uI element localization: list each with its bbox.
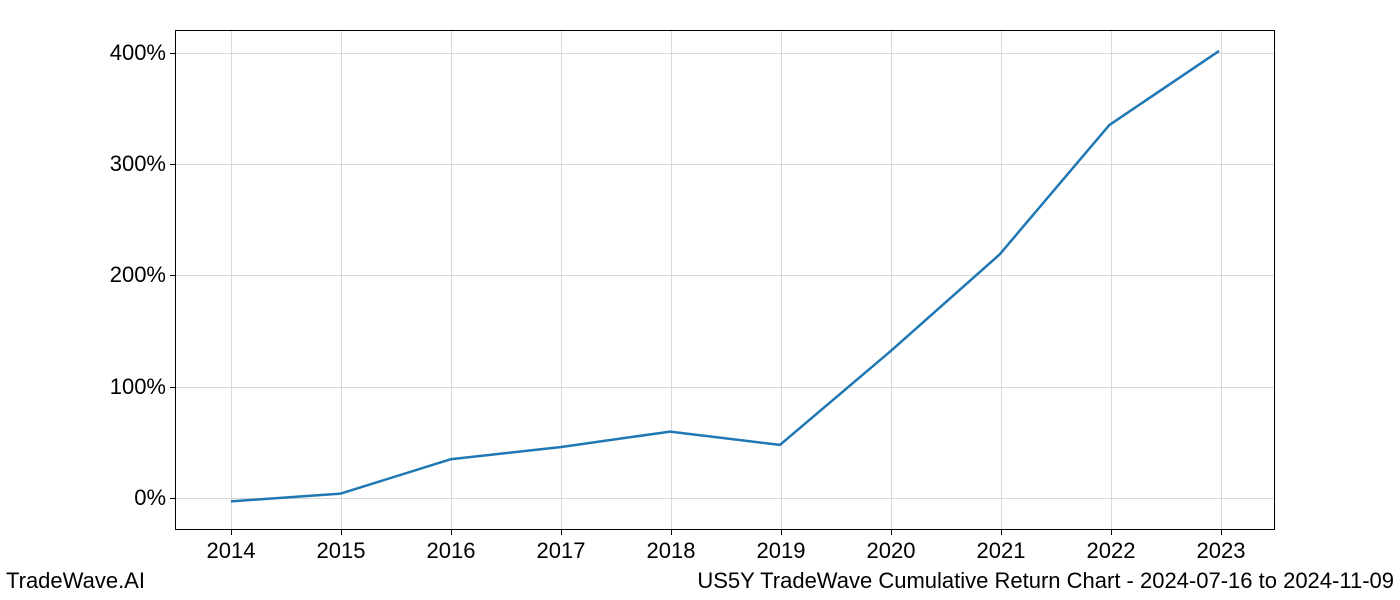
x-tick-label: 2019 [757, 538, 806, 564]
x-tick-label: 2014 [207, 538, 256, 564]
footer-left-text: TradeWave.AI [6, 568, 145, 594]
x-tick [561, 529, 562, 535]
x-tick-label: 2016 [427, 538, 476, 564]
x-tick [1221, 529, 1222, 535]
y-tick-label: 300% [96, 151, 166, 177]
y-tick-label: 200% [96, 262, 166, 288]
x-tick [671, 529, 672, 535]
x-tick [891, 529, 892, 535]
x-tick-label: 2018 [647, 538, 696, 564]
chart-line-svg [176, 31, 1274, 529]
x-tick [781, 529, 782, 535]
x-tick-label: 2021 [977, 538, 1026, 564]
x-tick-label: 2017 [537, 538, 586, 564]
x-tick [451, 529, 452, 535]
y-tick-label: 100% [96, 374, 166, 400]
y-tick-label: 400% [96, 40, 166, 66]
x-tick [341, 529, 342, 535]
x-tick [1111, 529, 1112, 535]
x-tick-label: 2020 [867, 538, 916, 564]
x-tick-label: 2023 [1197, 538, 1246, 564]
y-tick-label: 0% [96, 485, 166, 511]
data-line [231, 51, 1219, 501]
x-tick [231, 529, 232, 535]
chart-plot-area: 2014201520162017201820192020202120222023… [175, 30, 1275, 530]
footer-right-text: US5Y TradeWave Cumulative Return Chart -… [697, 568, 1394, 594]
x-tick-label: 2015 [317, 538, 366, 564]
x-tick [1001, 529, 1002, 535]
x-tick-label: 2022 [1087, 538, 1136, 564]
